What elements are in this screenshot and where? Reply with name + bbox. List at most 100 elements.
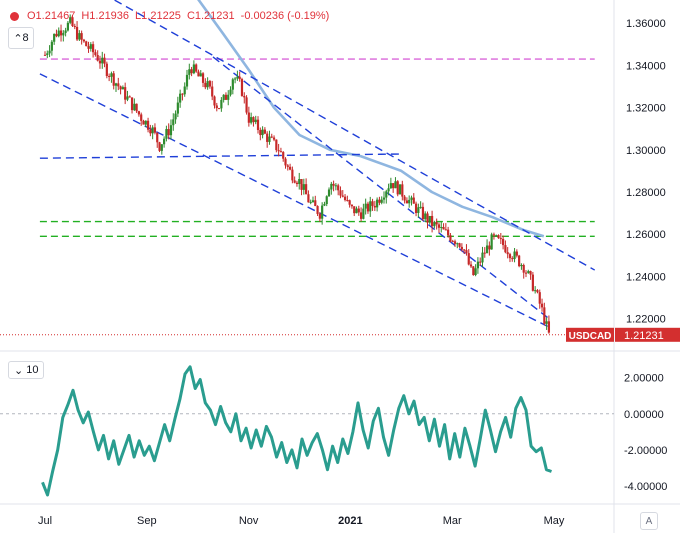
candle-body bbox=[195, 64, 198, 72]
candle-body bbox=[151, 127, 154, 134]
candle-body bbox=[318, 213, 321, 219]
candle-body bbox=[66, 22, 70, 31]
candle-body bbox=[103, 57, 106, 64]
candle-body bbox=[332, 183, 335, 186]
candle-body bbox=[497, 235, 500, 239]
candle-body bbox=[492, 234, 496, 236]
candle-body bbox=[89, 44, 92, 49]
candle-body bbox=[538, 292, 541, 304]
candle-body bbox=[69, 17, 72, 23]
candle-body bbox=[398, 184, 402, 195]
collapse-legend-label: 8 bbox=[22, 32, 29, 44]
collapse-legend-button[interactable]: ⌃ 8 bbox=[8, 27, 34, 49]
candle-body bbox=[92, 44, 95, 53]
candle-body bbox=[508, 254, 512, 259]
candle-body bbox=[110, 73, 113, 77]
candle-body bbox=[421, 206, 425, 220]
candle-body bbox=[348, 200, 351, 205]
candle-body bbox=[217, 108, 221, 110]
candle-body bbox=[181, 93, 184, 95]
time-tick-label: Sep bbox=[137, 515, 157, 527]
candle-body bbox=[59, 30, 63, 36]
candle-body bbox=[467, 253, 470, 265]
oscillator-tick-label: -2.00000 bbox=[624, 445, 667, 457]
candle-body bbox=[201, 73, 205, 83]
candle-body bbox=[176, 102, 179, 114]
price-tick-label: 1.22000 bbox=[626, 314, 666, 326]
candle-body bbox=[288, 166, 292, 170]
candle-body bbox=[213, 96, 216, 106]
indicator-settings-button[interactable]: ⌄ 10 bbox=[8, 361, 45, 379]
candle-body bbox=[316, 206, 319, 214]
candle-body bbox=[325, 196, 328, 205]
last-price-tag-bg bbox=[615, 327, 680, 342]
candle-body bbox=[479, 261, 482, 263]
candle-body bbox=[96, 54, 99, 61]
candle-body bbox=[220, 99, 223, 109]
candle-body bbox=[456, 243, 459, 245]
candle-body bbox=[128, 96, 131, 98]
candle-body bbox=[279, 151, 283, 153]
candle-body bbox=[282, 152, 285, 159]
candle-body bbox=[460, 246, 463, 250]
candle-body bbox=[272, 137, 276, 140]
candle-body bbox=[444, 229, 447, 231]
candle-body bbox=[531, 274, 534, 291]
candle-body bbox=[373, 205, 376, 208]
candle-body bbox=[245, 97, 248, 113]
candle-body bbox=[211, 86, 214, 97]
candle-body bbox=[286, 165, 289, 167]
candle-body bbox=[149, 129, 152, 134]
candle-body bbox=[167, 129, 170, 136]
candle-body bbox=[527, 271, 530, 273]
candle-body bbox=[488, 245, 491, 250]
candle-body bbox=[499, 238, 502, 240]
candle-body bbox=[376, 199, 379, 208]
last-price-tag: 1.21231 bbox=[624, 330, 664, 342]
candle-body bbox=[502, 238, 505, 246]
candle-body bbox=[350, 204, 354, 207]
candle-body bbox=[197, 71, 200, 77]
candle-body bbox=[534, 290, 537, 292]
candle-body bbox=[48, 50, 51, 54]
candle-body bbox=[403, 196, 406, 201]
candle-body bbox=[426, 213, 429, 223]
candle-body bbox=[330, 183, 333, 190]
candle-body bbox=[339, 190, 342, 196]
candles-group bbox=[43, 14, 551, 334]
candle-body bbox=[520, 265, 523, 267]
candle-body bbox=[183, 86, 186, 95]
candle-body bbox=[259, 129, 262, 136]
candle-body bbox=[417, 207, 420, 213]
candle-body bbox=[463, 249, 466, 251]
candle-body bbox=[146, 120, 150, 130]
candle-body bbox=[380, 199, 383, 203]
candle-body bbox=[401, 184, 404, 197]
candle-body bbox=[204, 82, 207, 88]
candle-body bbox=[295, 182, 299, 185]
candle-body bbox=[382, 197, 386, 200]
candle-body bbox=[64, 30, 67, 33]
candle-body bbox=[254, 119, 257, 123]
candle-body bbox=[75, 26, 79, 40]
candle-body bbox=[343, 196, 347, 201]
candle-body bbox=[137, 111, 141, 115]
candle-body bbox=[485, 245, 489, 254]
candle-body bbox=[71, 17, 74, 26]
candle-body bbox=[458, 243, 461, 247]
trendline-3 bbox=[39, 153, 402, 159]
candle-body bbox=[314, 200, 317, 207]
candle-body bbox=[94, 52, 97, 55]
candle-body bbox=[87, 46, 90, 49]
auto-scale-label: A bbox=[645, 515, 653, 527]
candle-body bbox=[270, 136, 273, 138]
time-tick-label: Mar bbox=[443, 515, 462, 527]
candle-body bbox=[50, 41, 53, 51]
candle-body bbox=[192, 64, 195, 74]
candle-body bbox=[188, 69, 191, 75]
auto-scale-button[interactable]: A bbox=[640, 512, 658, 530]
candle-body bbox=[126, 96, 129, 100]
candle-body bbox=[224, 94, 228, 100]
price-tick-label: 1.26000 bbox=[626, 229, 666, 241]
